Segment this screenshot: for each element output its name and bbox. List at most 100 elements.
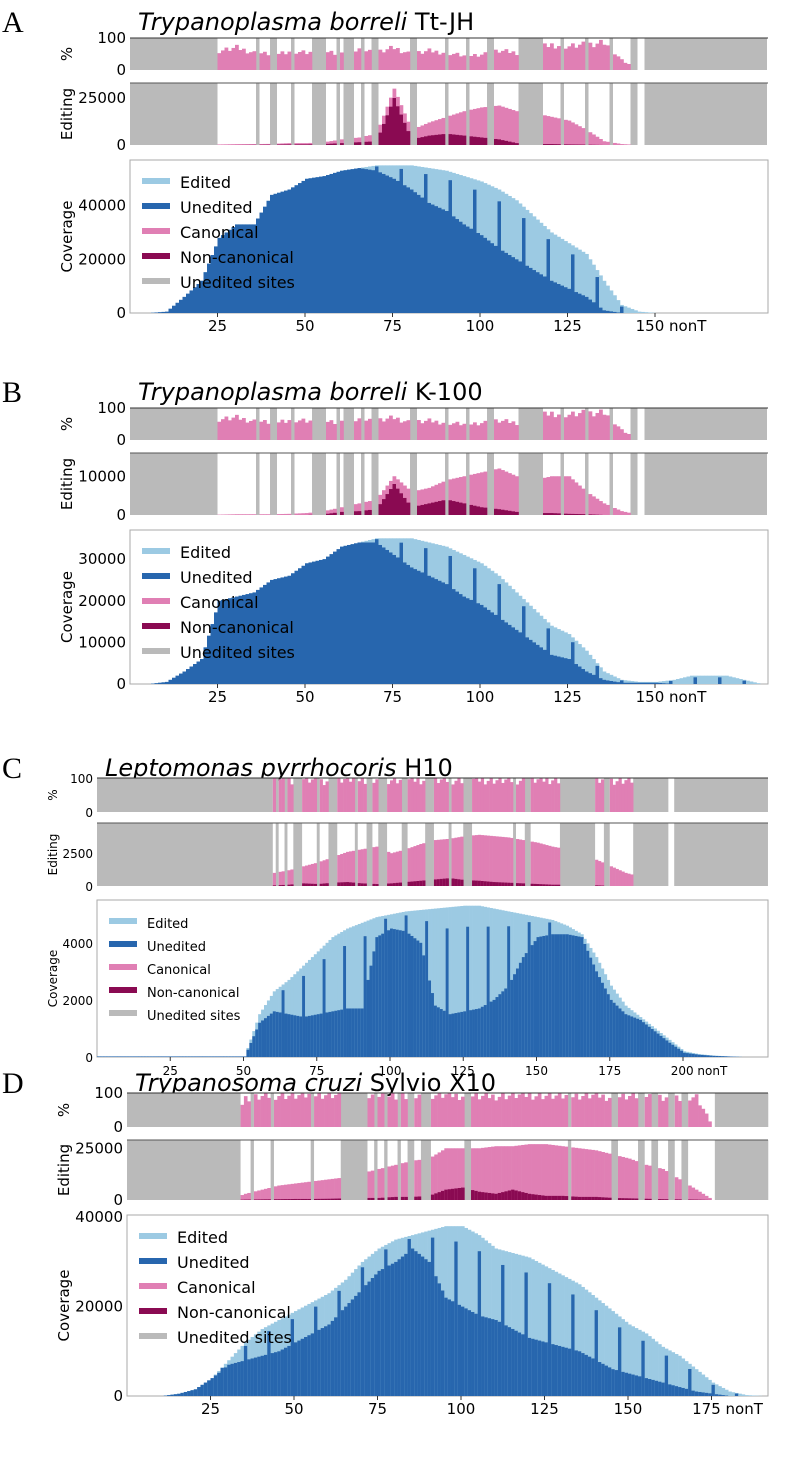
pct-canonical-bar bbox=[294, 1098, 298, 1127]
pct-canonical-bar bbox=[472, 778, 476, 812]
coverage-edited-bar bbox=[305, 962, 309, 1057]
pct-canonical-bar bbox=[553, 417, 558, 440]
pct-canonical-bar bbox=[571, 43, 575, 70]
pct-canonical-bar bbox=[326, 421, 330, 440]
coverage-unedited-bar bbox=[357, 542, 362, 684]
coverage-unedited-bar bbox=[304, 1337, 308, 1396]
edit-noncanonical-bar bbox=[420, 137, 425, 145]
edit-noncanonical-bar bbox=[394, 1196, 398, 1200]
edit-canonical-bar bbox=[294, 513, 299, 515]
pct-canonical-bar bbox=[305, 54, 309, 70]
pct-canonical-bar bbox=[620, 429, 624, 440]
pct-canonical-bar bbox=[325, 781, 329, 812]
coverage-unedited-bar bbox=[620, 306, 624, 313]
edit-noncanonical-bar bbox=[301, 144, 306, 145]
edit-noncanonical-bar bbox=[324, 1198, 328, 1200]
pct-canonical-bar bbox=[387, 784, 391, 812]
coverage-unedited-bar bbox=[441, 209, 446, 313]
edit-noncanonical-bar bbox=[477, 1191, 482, 1200]
edit-noncanonical-bar bbox=[557, 1195, 562, 1200]
edit-noncanonical-bar bbox=[550, 144, 554, 145]
coverage-unedited-bar bbox=[473, 568, 477, 684]
coverage-unedited-bar bbox=[529, 639, 533, 684]
coverage-edited-bar bbox=[744, 1395, 749, 1396]
pct-unedited-site-bar bbox=[560, 38, 564, 70]
panel-b: B Trypanoplasma borreli K-1001000%100000E… bbox=[2, 376, 769, 706]
coverage-edited-bar bbox=[616, 300, 621, 313]
edit-canonical-bar bbox=[571, 1147, 575, 1200]
edit-noncanonical-bar bbox=[294, 144, 299, 145]
coverage-unedited-bar bbox=[273, 1352, 278, 1396]
pct-canonical-bar bbox=[483, 420, 488, 440]
edit-canonical-bar bbox=[457, 837, 461, 886]
coverage-edited-bar bbox=[597, 1300, 602, 1396]
edit-noncanonical-bar bbox=[307, 883, 312, 886]
coverage-unedited-bar bbox=[504, 252, 509, 313]
pct-canonical-bar bbox=[403, 52, 407, 70]
edit-canonical-bar bbox=[623, 144, 628, 145]
pct-canonical-bar bbox=[320, 1098, 325, 1127]
edit-noncanonical-bar bbox=[304, 1198, 308, 1200]
edit-noncanonical-bar bbox=[400, 1196, 405, 1200]
edit-noncanonical-bar bbox=[438, 134, 442, 145]
coverage-unedited-bar bbox=[680, 1050, 684, 1057]
legend-label: Non-canonical bbox=[180, 248, 294, 267]
pct-unedited-site-bar bbox=[270, 408, 277, 440]
coverage-unedited-bar bbox=[536, 644, 540, 684]
edit-canonical-bar bbox=[530, 841, 534, 886]
edit-canonical-bar bbox=[455, 113, 460, 145]
edit-noncanonical-bar bbox=[581, 514, 586, 515]
edit-canonical-bar bbox=[581, 128, 586, 145]
coverage-unedited-bar bbox=[436, 1007, 441, 1057]
coverage-edited-bar bbox=[654, 1341, 659, 1396]
edit-noncanonical-bar bbox=[437, 1192, 442, 1200]
coverage-unedited-bar bbox=[294, 185, 299, 313]
coverage-unedited-bar bbox=[214, 1056, 218, 1057]
pct-unedited-site-bar bbox=[310, 1093, 315, 1127]
x-tick-label: 175 bbox=[598, 1064, 621, 1078]
pct-canonical-bar bbox=[389, 415, 393, 440]
coverage-edited-bar bbox=[621, 1319, 625, 1396]
coverage-unedited-bar bbox=[504, 622, 509, 684]
coverage-unedited-bar bbox=[615, 1005, 619, 1057]
pct-unedited-site-bar bbox=[275, 778, 279, 812]
edit-noncanonical-bar bbox=[564, 513, 568, 515]
edit-noncanonical-bar bbox=[448, 500, 453, 515]
pct-canonical-bar bbox=[414, 1098, 418, 1127]
coverage-edited-bar bbox=[474, 905, 479, 1057]
edit-canonical-bar bbox=[511, 110, 516, 145]
edit-canonical-bar bbox=[561, 1146, 565, 1200]
coverage-unedited-bar bbox=[225, 1056, 230, 1057]
edit-noncanonical-bar bbox=[459, 135, 463, 145]
pct-canonical-bar bbox=[477, 781, 482, 812]
coverage-unedited-bar bbox=[242, 224, 246, 313]
edit-canonical-bar bbox=[448, 115, 453, 145]
edit-canonical-bar bbox=[474, 835, 479, 886]
pct-canonical-bar bbox=[326, 52, 330, 70]
pct-canonical-bar bbox=[588, 42, 593, 70]
pct-canonical-bar bbox=[620, 59, 624, 70]
legend-swatch-edited bbox=[142, 548, 170, 554]
coverage-unedited-bar bbox=[557, 656, 561, 684]
edit-unedited-site-bar bbox=[638, 1140, 645, 1200]
coverage-unedited-bar bbox=[278, 1012, 282, 1057]
pct-canonical-bar bbox=[424, 51, 428, 70]
coverage-unedited-bar bbox=[611, 1369, 615, 1396]
coverage-unedited-bar bbox=[182, 296, 187, 313]
edit-canonical-bar bbox=[400, 1163, 405, 1200]
pct-canonical-bar bbox=[283, 1099, 288, 1127]
coverage-edited-bar bbox=[554, 1271, 559, 1396]
coverage-unedited-bar bbox=[542, 935, 546, 1057]
coverage-edited-bar bbox=[644, 312, 649, 313]
edit-noncanonical-bar bbox=[501, 882, 505, 886]
coverage-unedited-bar bbox=[513, 974, 517, 1057]
coverage-unedited-bar bbox=[399, 168, 404, 313]
edit-unedited-site-bar bbox=[410, 83, 417, 145]
coverage-unedited-bar bbox=[298, 568, 302, 684]
coverage-unedited-bar bbox=[583, 943, 587, 1057]
edit-canonical-bar bbox=[574, 124, 579, 145]
coverage-unedited-bar bbox=[467, 1310, 472, 1396]
edit-canonical-bar bbox=[442, 839, 446, 886]
coverage-unedited-bar bbox=[228, 1056, 233, 1057]
pct-unedited-site-bar bbox=[651, 1093, 659, 1127]
